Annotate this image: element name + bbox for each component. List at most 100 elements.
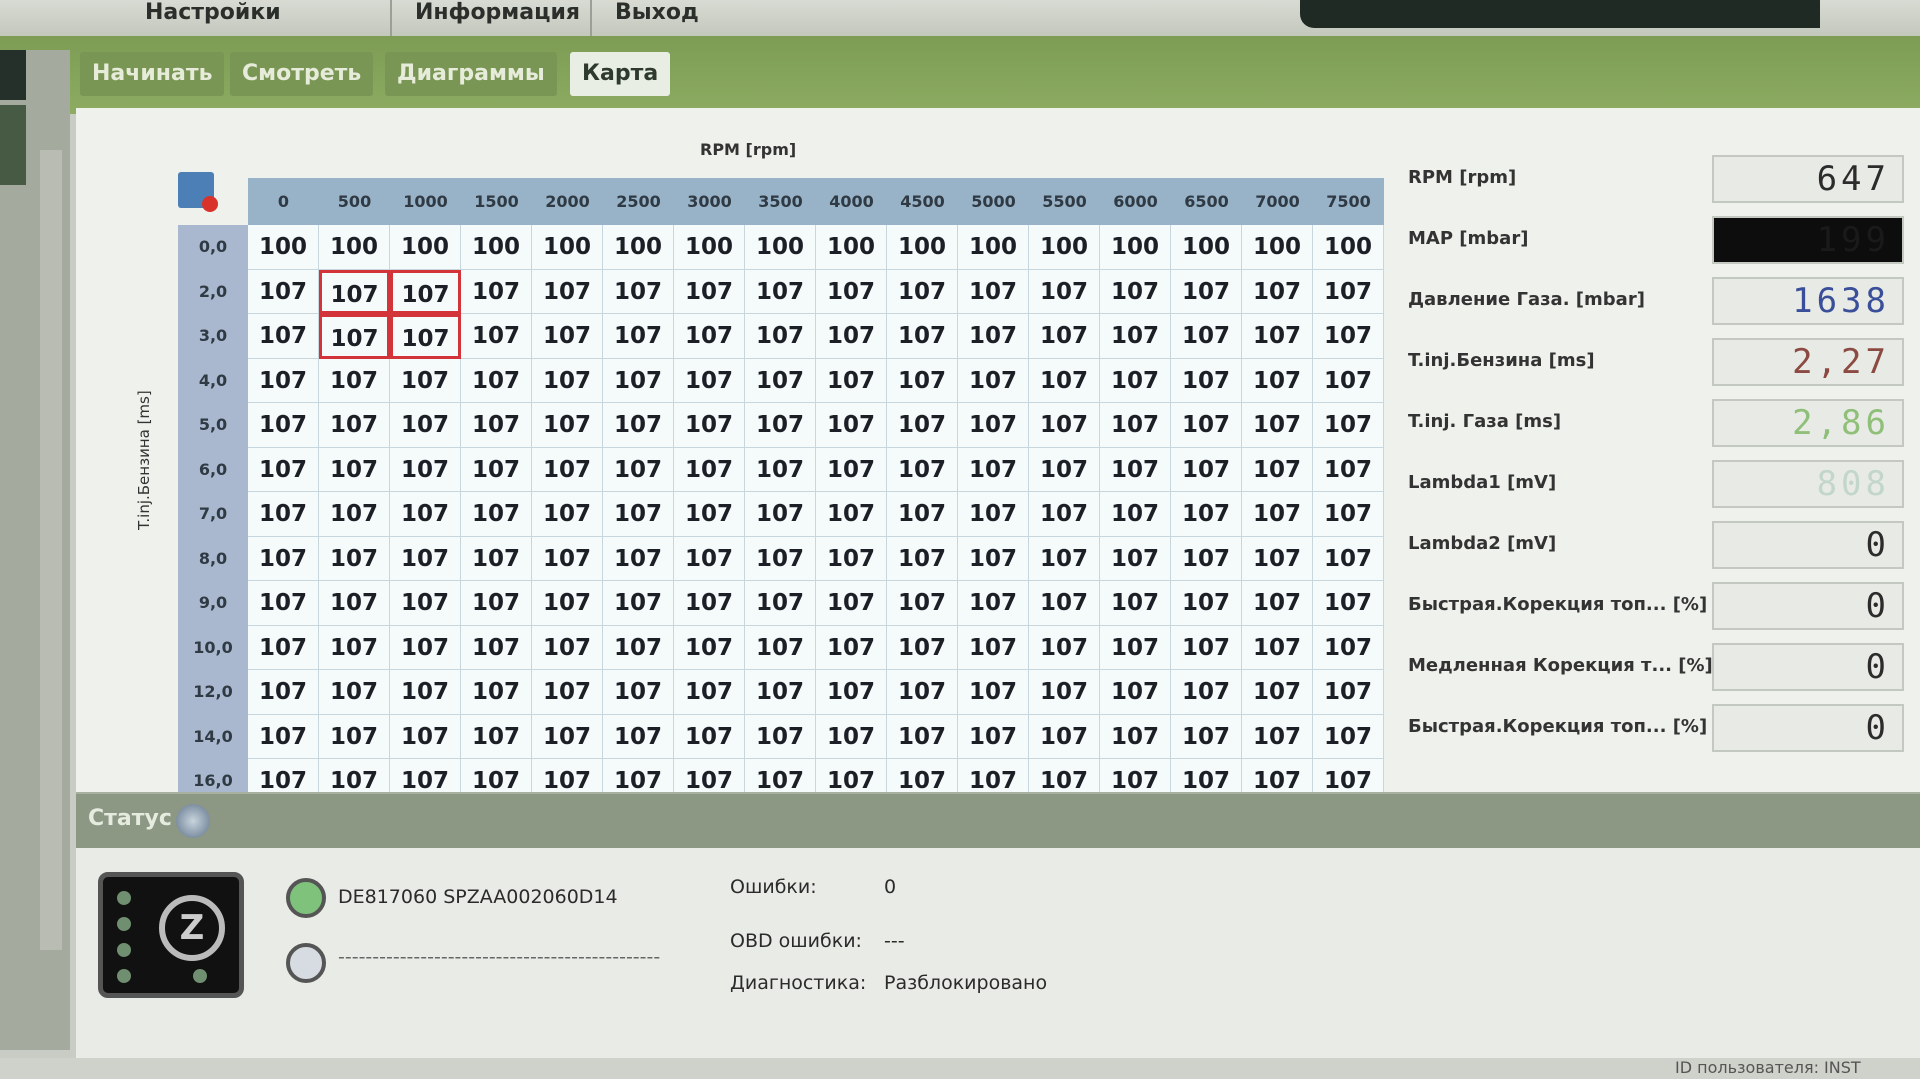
map-cell[interactable]: 107	[887, 581, 958, 626]
map-cell[interactable]: 107	[1313, 358, 1384, 403]
map-cell[interactable]: 107	[958, 625, 1029, 670]
map-cell[interactable]: 107	[816, 581, 887, 626]
map-cell[interactable]: 107	[390, 492, 461, 537]
map-cell[interactable]: 107	[461, 447, 532, 492]
map-cell[interactable]: 107	[1171, 670, 1242, 715]
map-cell[interactable]: 107	[1100, 670, 1171, 715]
map-cell[interactable]: 100	[887, 225, 958, 270]
map-cell[interactable]: 107	[1100, 269, 1171, 314]
tab-map[interactable]: Карта	[570, 52, 671, 96]
map-cell[interactable]: 100	[1313, 225, 1384, 270]
map-cell[interactable]: 100	[248, 225, 319, 270]
map-cell[interactable]: 107	[461, 714, 532, 759]
map-cell[interactable]: 107	[1242, 714, 1313, 759]
map-cell[interactable]: 107	[390, 358, 461, 403]
map-cell[interactable]: 107	[248, 625, 319, 670]
map-cell[interactable]: 107	[532, 403, 603, 448]
map-cell[interactable]: 107	[887, 447, 958, 492]
sidebar-pin-button[interactable]	[0, 50, 26, 100]
map-cell[interactable]: 107	[248, 403, 319, 448]
map-cell[interactable]: 107	[745, 314, 816, 359]
map-cell[interactable]: 107	[248, 714, 319, 759]
menu-info[interactable]: Информация	[415, 0, 580, 25]
map-cell[interactable]: 107	[745, 670, 816, 715]
map-cell[interactable]: 100	[1242, 225, 1313, 270]
map-cell[interactable]: 107	[1029, 269, 1100, 314]
map-cell[interactable]: 107	[1313, 492, 1384, 537]
map-cell[interactable]: 107	[390, 625, 461, 670]
map-cell[interactable]: 107	[390, 714, 461, 759]
map-cell[interactable]: 107	[1171, 492, 1242, 537]
map-cell[interactable]: 107	[1242, 492, 1313, 537]
map-cell[interactable]: 107	[1029, 714, 1100, 759]
map-cell[interactable]: 107	[248, 670, 319, 715]
map-cell[interactable]: 100	[461, 225, 532, 270]
map-cell[interactable]: 107	[461, 269, 532, 314]
map-cell[interactable]: 107	[674, 314, 745, 359]
table-settings-icon[interactable]	[178, 172, 218, 212]
menu-exit[interactable]: Выход	[615, 0, 699, 25]
map-cell[interactable]: 107	[461, 536, 532, 581]
map-cell[interactable]: 107	[1242, 447, 1313, 492]
map-cell[interactable]: 107	[1029, 314, 1100, 359]
map-cell[interactable]: 100	[816, 225, 887, 270]
map-cell[interactable]: 107	[390, 314, 461, 359]
map-cell[interactable]: 107	[674, 269, 745, 314]
map-cell[interactable]: 107	[1171, 269, 1242, 314]
map-cell[interactable]: 107	[887, 714, 958, 759]
map-cell[interactable]: 107	[390, 269, 461, 314]
map-cell[interactable]: 107	[1313, 714, 1384, 759]
map-cell[interactable]: 107	[1100, 714, 1171, 759]
map-cell[interactable]: 107	[1029, 670, 1100, 715]
map-cell[interactable]: 100	[319, 225, 390, 270]
map-cell[interactable]: 107	[674, 536, 745, 581]
map-cell[interactable]: 107	[1242, 403, 1313, 448]
gear-icon[interactable]	[176, 804, 210, 838]
map-cell[interactable]: 100	[532, 225, 603, 270]
map-cell[interactable]: 107	[1100, 625, 1171, 670]
map-cell[interactable]: 107	[1100, 581, 1171, 626]
map-cell[interactable]: 107	[887, 625, 958, 670]
tab-start[interactable]: Начинать	[80, 52, 225, 96]
map-cell[interactable]: 107	[816, 714, 887, 759]
map-cell[interactable]: 107	[1242, 581, 1313, 626]
map-cell[interactable]: 107	[1242, 269, 1313, 314]
map-cell[interactable]: 107	[1100, 358, 1171, 403]
map-cell[interactable]: 107	[248, 269, 319, 314]
map-cell[interactable]: 107	[1242, 670, 1313, 715]
map-cell[interactable]: 107	[958, 314, 1029, 359]
map-cell[interactable]: 107	[674, 714, 745, 759]
map-cell[interactable]: 107	[319, 581, 390, 626]
map-cell[interactable]: 107	[745, 536, 816, 581]
map-cell[interactable]: 107	[958, 447, 1029, 492]
map-cell[interactable]: 107	[674, 358, 745, 403]
map-cell[interactable]: 107	[816, 625, 887, 670]
map-cell[interactable]: 107	[887, 670, 958, 715]
map-cell[interactable]: 107	[532, 447, 603, 492]
map-cell[interactable]: 107	[816, 492, 887, 537]
map-cell[interactable]: 107	[1100, 492, 1171, 537]
map-cell[interactable]: 107	[1171, 625, 1242, 670]
map-cell[interactable]: 107	[319, 269, 390, 314]
map-cell[interactable]: 107	[461, 492, 532, 537]
map-cell[interactable]: 107	[1100, 536, 1171, 581]
map-cell[interactable]: 107	[248, 358, 319, 403]
map-cell[interactable]: 107	[319, 314, 390, 359]
map-cell[interactable]: 107	[248, 581, 319, 626]
map-cell[interactable]: 107	[745, 358, 816, 403]
map-cell[interactable]: 107	[603, 625, 674, 670]
map-cell[interactable]: 107	[390, 581, 461, 626]
map-cell[interactable]: 107	[532, 714, 603, 759]
map-cell[interactable]: 107	[603, 714, 674, 759]
map-cell[interactable]: 107	[319, 714, 390, 759]
map-cell[interactable]: 100	[1171, 225, 1242, 270]
map-cell[interactable]: 107	[1100, 447, 1171, 492]
map-cell[interactable]: 107	[816, 536, 887, 581]
map-cell[interactable]: 107	[816, 447, 887, 492]
map-cell[interactable]: 107	[1029, 447, 1100, 492]
map-cell[interactable]: 107	[1029, 536, 1100, 581]
map-cell[interactable]: 107	[319, 447, 390, 492]
map-cell[interactable]: 107	[603, 403, 674, 448]
map-cell[interactable]: 107	[887, 314, 958, 359]
map-cell[interactable]: 107	[603, 581, 674, 626]
